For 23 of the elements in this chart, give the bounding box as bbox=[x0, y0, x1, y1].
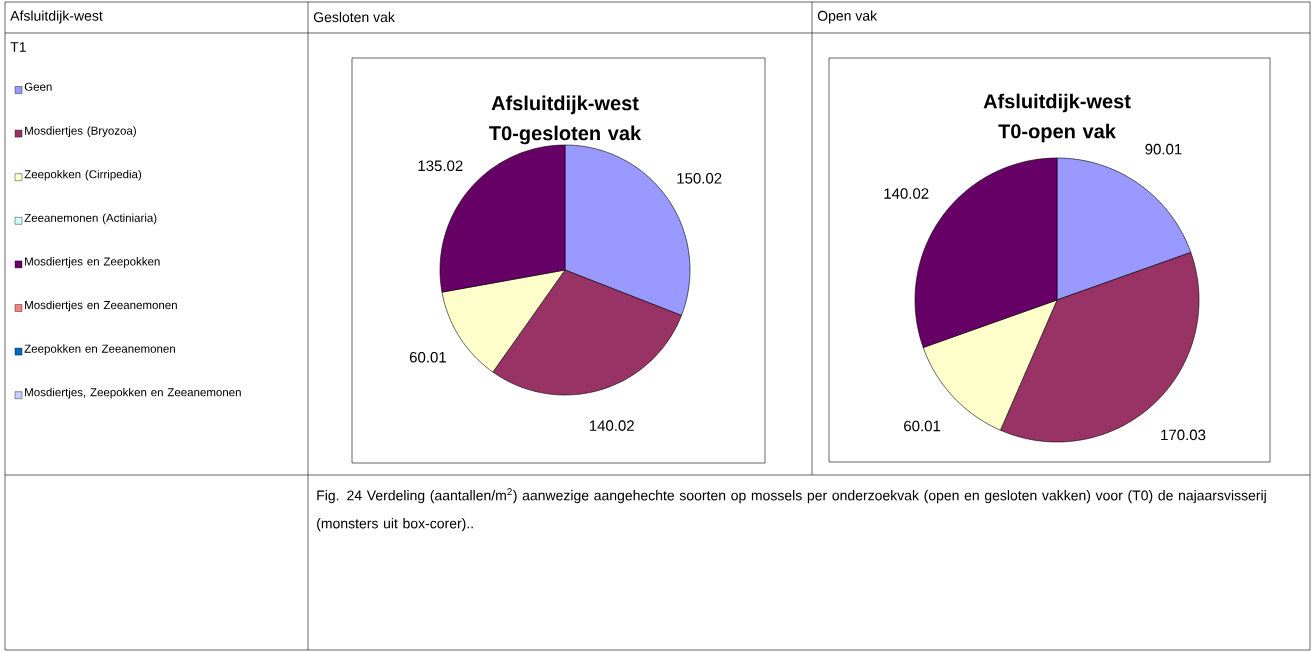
data-label: 60.01 bbox=[904, 420, 941, 432]
legend-label: Mosdiertjes en Zeeanemonen bbox=[25, 300, 177, 312]
chart-title: Afsluitdijk-west T0-open vak bbox=[983, 93, 1131, 143]
text: Afsluitdijk-west bbox=[10, 10, 103, 24]
legend-label: Geen bbox=[24, 82, 52, 91]
data-label: 150.02 bbox=[677, 173, 722, 184]
data-label: 135.02 bbox=[418, 160, 463, 172]
legend-label: Mosdiertjes (Bryozoa) bbox=[25, 126, 136, 138]
data-label: 60.01 bbox=[409, 351, 446, 363]
legend-label: Zeeanemonen (Actiniaria) bbox=[24, 213, 157, 225]
text: Afsluitdijk-west T0-gesloten vak bbox=[489, 95, 642, 145]
data-label: 140.02 bbox=[589, 420, 634, 431]
data-label: 140.02 bbox=[884, 188, 929, 199]
data-label: 90.01 bbox=[1145, 143, 1182, 155]
legend-label: Mosdiertjes, Zeepokken en Zeeanemonen bbox=[25, 387, 241, 399]
text: Fig. 24 Verdeling (aantallen/m$^{2}$) aanwezige aangehechte soorten op mossels per onderzoekvak (open en gesloten vakken) voor (T0) de najaarsvisserij (monsters uit box-corer).. bbox=[317, 488, 1266, 532]
data-label: 170.03 bbox=[1161, 429, 1206, 441]
text: Open vak bbox=[817, 10, 878, 24]
legend-label: Zeepokken (Cirripedia) bbox=[24, 169, 142, 181]
text: Gesloten vak bbox=[313, 11, 395, 23]
legend-label: Zeepokken en Zeeanemonen bbox=[24, 344, 175, 356]
text: T1 bbox=[10, 42, 26, 52]
legend-label: Mosdiertjes en Zeepokken bbox=[25, 257, 160, 268]
